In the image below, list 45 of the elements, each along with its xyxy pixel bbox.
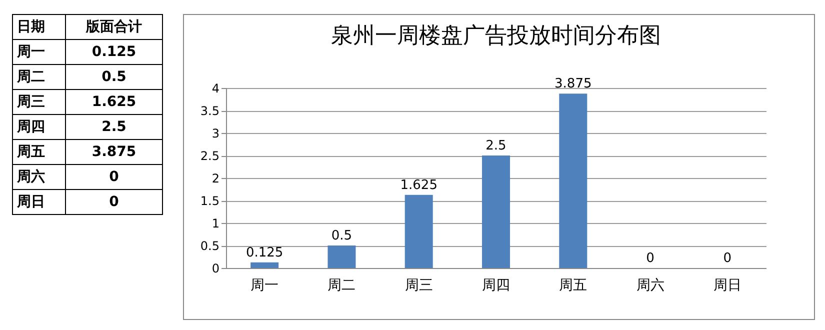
- text: 周日: [12, 190, 66, 214]
- y-tick-label: 3.5: [200, 104, 220, 118]
- text: 周六: [12, 164, 66, 190]
- x-tick-label: 周六: [636, 278, 664, 294]
- x-tick-label: 周二: [328, 278, 356, 294]
- y-tick-label: 0: [212, 262, 220, 276]
- text: 周五: [12, 140, 66, 164]
- bar: [328, 246, 356, 268]
- text: 3.875: [66, 140, 162, 164]
- y-tick-label: 4: [212, 82, 220, 96]
- bar: [404, 194, 433, 268]
- bar: [559, 94, 588, 268]
- bar: [482, 156, 510, 268]
- text: 2.5: [66, 114, 162, 140]
- y-tick-label: 1.5: [200, 194, 220, 208]
- y-tick-label: 0.5: [200, 239, 220, 253]
- data-label: 0: [723, 251, 732, 266]
- x-tick-label: 周一: [250, 278, 279, 294]
- x-tick-label: 周三: [404, 278, 433, 294]
- x-tick-label: 周日: [713, 278, 742, 294]
- y-tick-label: 2: [212, 172, 220, 186]
- text: 周三: [12, 90, 66, 114]
- text: 0.5: [66, 64, 162, 90]
- data-label: 0: [646, 251, 654, 266]
- data-label: 3.875: [554, 76, 592, 92]
- text: 0: [66, 190, 162, 214]
- data-label: 0.5: [331, 228, 352, 244]
- text: 版面合计: [66, 14, 162, 40]
- bar: [250, 262, 279, 268]
- text: 0.125: [66, 40, 162, 64]
- text: 1.625: [66, 90, 162, 114]
- text: 周二: [12, 64, 66, 90]
- text: 周四: [12, 114, 66, 140]
- chart-title: 泉州一周楼盘广告投放时间分布图: [331, 24, 661, 49]
- x-tick-label: 周五: [559, 278, 588, 294]
- text: 周一: [12, 40, 66, 64]
- y-tick-label: 2.5: [200, 149, 220, 163]
- text: 0: [66, 164, 162, 190]
- y-tick-label: 3: [212, 126, 220, 140]
- data-label: 1.625: [400, 178, 438, 193]
- data-label: 2.5: [486, 138, 506, 154]
- text: 日期: [12, 14, 66, 40]
- y-tick-label: 1: [212, 216, 220, 230]
- x-tick-label: 周四: [482, 278, 510, 294]
- data-label: 0.125: [246, 245, 284, 260]
